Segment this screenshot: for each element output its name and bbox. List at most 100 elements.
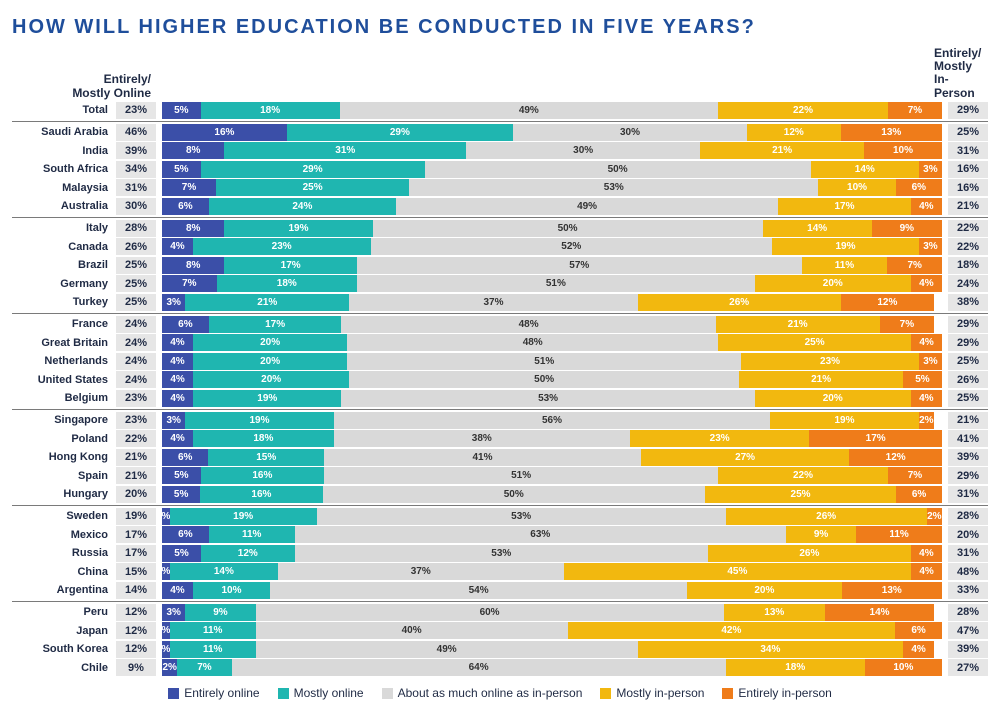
legend-label: About as much online as in-person — [398, 686, 583, 700]
stacked-bar: 5%16%51%22%7% — [162, 467, 942, 484]
sum-online: 24% — [116, 353, 156, 370]
bar-segment: 4% — [911, 334, 942, 351]
stacked-bar: 3%21%37%26%12% — [162, 294, 942, 311]
sum-inperson: 31% — [948, 545, 988, 562]
sum-online: 12% — [116, 604, 156, 621]
sum-inperson: 18% — [948, 257, 988, 274]
bar-segment: 8% — [162, 220, 224, 237]
bar-segment: 49% — [340, 102, 718, 119]
sum-online: 23% — [116, 102, 156, 119]
bar-segment: 17% — [224, 257, 357, 274]
sum-online: 19% — [116, 508, 156, 525]
stacked-bar: 4%20%51%23%3% — [162, 353, 942, 370]
legend-swatch — [722, 688, 733, 699]
bar-segment: 20% — [193, 334, 347, 351]
sum-online: 21% — [116, 449, 156, 466]
country-label: Brazil — [12, 259, 112, 271]
bar-segment: 3% — [919, 161, 942, 178]
bar-segment: 12% — [201, 545, 295, 562]
bar-segment: 42% — [568, 622, 896, 639]
group-divider — [12, 313, 988, 314]
sum-online: 26% — [116, 238, 156, 255]
bar-segment: 3% — [162, 604, 185, 621]
bar-segment: 11% — [802, 257, 888, 274]
chart-row: Australia30%6%24%49%17%4%21% — [12, 198, 988, 215]
country-label: South Korea — [12, 643, 112, 655]
bar-segment: 2% — [927, 508, 942, 525]
chart-row: China15%%14%37%45%4%48% — [12, 563, 988, 580]
stacked-bar: 8%19%50%14%9% — [162, 220, 942, 237]
bar-segment: 4% — [903, 641, 934, 658]
bar-segment: 6% — [162, 198, 209, 215]
bar-segment: 12% — [849, 449, 942, 466]
bar-segment: % — [162, 622, 170, 639]
bar-segment: 25% — [216, 179, 409, 196]
stacked-bar: 4%18%38%23%17% — [162, 430, 942, 447]
country-label: Australia — [12, 200, 112, 212]
country-label: Spain — [12, 470, 112, 482]
bar-segment: 7% — [888, 467, 942, 484]
stacked-bar: 4%20%48%25%4% — [162, 334, 942, 351]
bar-segment: 23% — [193, 238, 371, 255]
bar-segment: 38% — [334, 430, 630, 447]
sum-inperson: 39% — [948, 449, 988, 466]
bar-segment: 27% — [641, 449, 850, 466]
chart-title: HOW WILL HIGHER EDUCATION BE CONDUCTED I… — [12, 16, 988, 39]
bar-segment: 20% — [687, 582, 841, 599]
chart-row: Singapore23%3%19%56%19%2%21% — [12, 412, 988, 429]
bar-segment: 49% — [256, 641, 638, 658]
stacked-bar: 6%17%48%21%7% — [162, 316, 942, 333]
sum-inperson: 21% — [948, 412, 988, 429]
sum-online: 34% — [116, 161, 156, 178]
group-divider — [12, 601, 988, 602]
bar-segment: 53% — [409, 179, 818, 196]
bar-segment: % — [162, 641, 170, 658]
bar-segment: 6% — [162, 316, 209, 333]
bar-segment: 54% — [270, 582, 687, 599]
country-label: Peru — [12, 606, 112, 618]
sum-online: 24% — [116, 371, 156, 388]
stacked-bar: 4%10%54%20%13% — [162, 582, 942, 599]
chart-row: Hungary20%5%16%50%25%6%31% — [12, 486, 988, 503]
country-label: Belgium — [12, 392, 112, 404]
sum-inperson: 28% — [948, 604, 988, 621]
bar-segment: 22% — [718, 102, 888, 119]
country-label: Hungary — [12, 488, 112, 500]
bar-segment: 2% — [162, 659, 177, 676]
bar-segment: 6% — [896, 179, 942, 196]
legend-item: Mostly in-person — [600, 686, 704, 700]
sum-online: 30% — [116, 198, 156, 215]
sum-inperson: 38% — [948, 294, 988, 311]
sum-inperson: 33% — [948, 582, 988, 599]
stacked-bar: 4%19%53%20%4% — [162, 390, 942, 407]
bar-segment: % — [162, 508, 170, 525]
bar-segment: 6% — [895, 622, 942, 639]
sum-inperson: 25% — [948, 124, 988, 141]
bar-segment: 16% — [162, 124, 287, 141]
bar-segment: 4% — [162, 371, 193, 388]
group-divider — [12, 409, 988, 410]
country-label: Canada — [12, 241, 112, 253]
bar-segment: 17% — [809, 430, 942, 447]
bar-segment: 4% — [911, 545, 942, 562]
group-divider — [12, 217, 988, 218]
bar-segment: 13% — [724, 604, 825, 621]
bar-segment: 20% — [755, 390, 911, 407]
chart-row: Belgium23%4%19%53%20%4%25% — [12, 390, 988, 407]
bar-segment: 40% — [256, 622, 568, 639]
bar-segment: 5% — [162, 161, 201, 178]
sum-online: 23% — [116, 390, 156, 407]
chart-row: Russia17%5%12%53%26%4%31% — [12, 545, 988, 562]
bar-segment: 4% — [162, 238, 193, 255]
bar-segment: 37% — [349, 294, 638, 311]
sum-inperson: 21% — [948, 198, 988, 215]
country-label: France — [12, 318, 112, 330]
chart-row: Spain21%5%16%51%22%7%29% — [12, 467, 988, 484]
bar-segment: 6% — [896, 486, 942, 503]
bar-segment: 11% — [170, 622, 256, 639]
chart-row: France24%6%17%48%21%7%29% — [12, 316, 988, 333]
bar-segment: 16% — [200, 486, 322, 503]
bar-segment: 4% — [162, 353, 193, 370]
sum-inperson: 31% — [948, 142, 988, 159]
bar-segment: 8% — [162, 142, 224, 159]
